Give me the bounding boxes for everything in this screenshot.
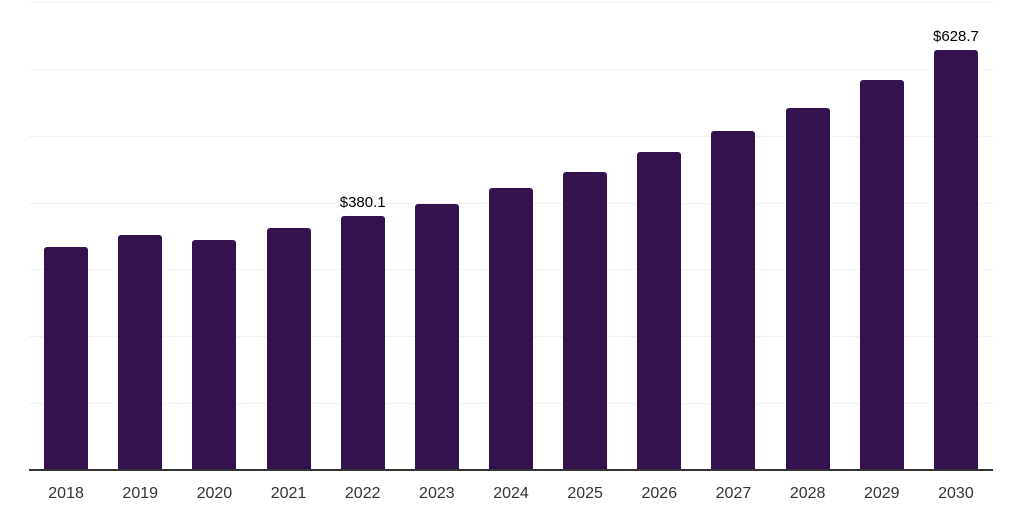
bar-2021 xyxy=(266,227,311,470)
bar-2030 xyxy=(933,49,978,470)
x-tick-2030: 2030 xyxy=(938,485,974,502)
x-tick-2018: 2018 xyxy=(48,485,84,502)
x-tick-2028: 2028 xyxy=(789,485,826,502)
gridline-500 xyxy=(29,135,993,137)
bar-2029 xyxy=(859,80,904,470)
gridline-700 xyxy=(29,2,993,3)
x-tick-2026: 2026 xyxy=(641,485,678,502)
bar-2018 xyxy=(44,246,89,470)
bar-2025 xyxy=(563,172,608,470)
bar-2022 xyxy=(340,215,385,470)
plot-area: $380.1 $628.7 xyxy=(29,2,993,471)
x-axis-line xyxy=(29,469,993,471)
bar-2023 xyxy=(414,203,459,470)
gridline-600 xyxy=(29,68,993,70)
bar-2027 xyxy=(711,131,756,470)
bar-2020 xyxy=(192,239,237,470)
x-tick-2029: 2029 xyxy=(863,485,900,502)
value-label-2030: $628.7 xyxy=(932,27,979,45)
x-tick-2019: 2019 xyxy=(122,485,159,502)
bar-2028 xyxy=(785,108,830,470)
bar-2019 xyxy=(118,234,163,470)
x-tick-2022: 2022 xyxy=(344,485,381,502)
value-label-2022: $380.1 xyxy=(339,193,386,211)
x-tick-2020: 2020 xyxy=(196,485,233,502)
x-tick-2021: 2021 xyxy=(270,485,307,502)
x-tick-2024: 2024 xyxy=(493,485,529,502)
bar-2026 xyxy=(637,152,682,470)
bar-2024 xyxy=(489,188,533,470)
x-tick-2025: 2025 xyxy=(567,485,603,502)
x-tick-2027: 2027 xyxy=(715,485,752,502)
x-tick-2023: 2023 xyxy=(419,485,455,502)
